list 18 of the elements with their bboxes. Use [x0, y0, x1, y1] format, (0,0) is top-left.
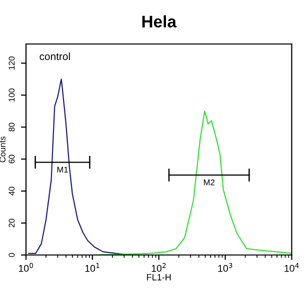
y-tick-label: 0 [8, 253, 15, 257]
x-tick-label: 10$^{4}$ [284, 263, 299, 272]
x-tick-label: 10$^{3}$ [218, 262, 232, 272]
x-tick-label: 10$^{1}$ [85, 263, 100, 272]
annotation: control [40, 52, 70, 60]
x-tick-label: 10$^{2}$ [152, 262, 166, 272]
y-tick-label: 20 [8, 218, 15, 228]
y-tick-label: 80 [8, 122, 15, 132]
y-tick-label: 120 [8, 56, 15, 70]
y-tick-label: 100 [8, 88, 15, 102]
chart-title: Hela [142, 15, 177, 28]
x-axis-title: FL1-H [147, 274, 171, 280]
series-label: M1 [57, 166, 68, 172]
y-tick-label: 60 [8, 154, 15, 164]
series-label: M2 [204, 179, 214, 186]
x-tick-label: 10$^{0}$ [18, 262, 34, 272]
y-axis-title: Counts [0, 136, 6, 162]
y-tick-label: 40 [8, 186, 15, 196]
